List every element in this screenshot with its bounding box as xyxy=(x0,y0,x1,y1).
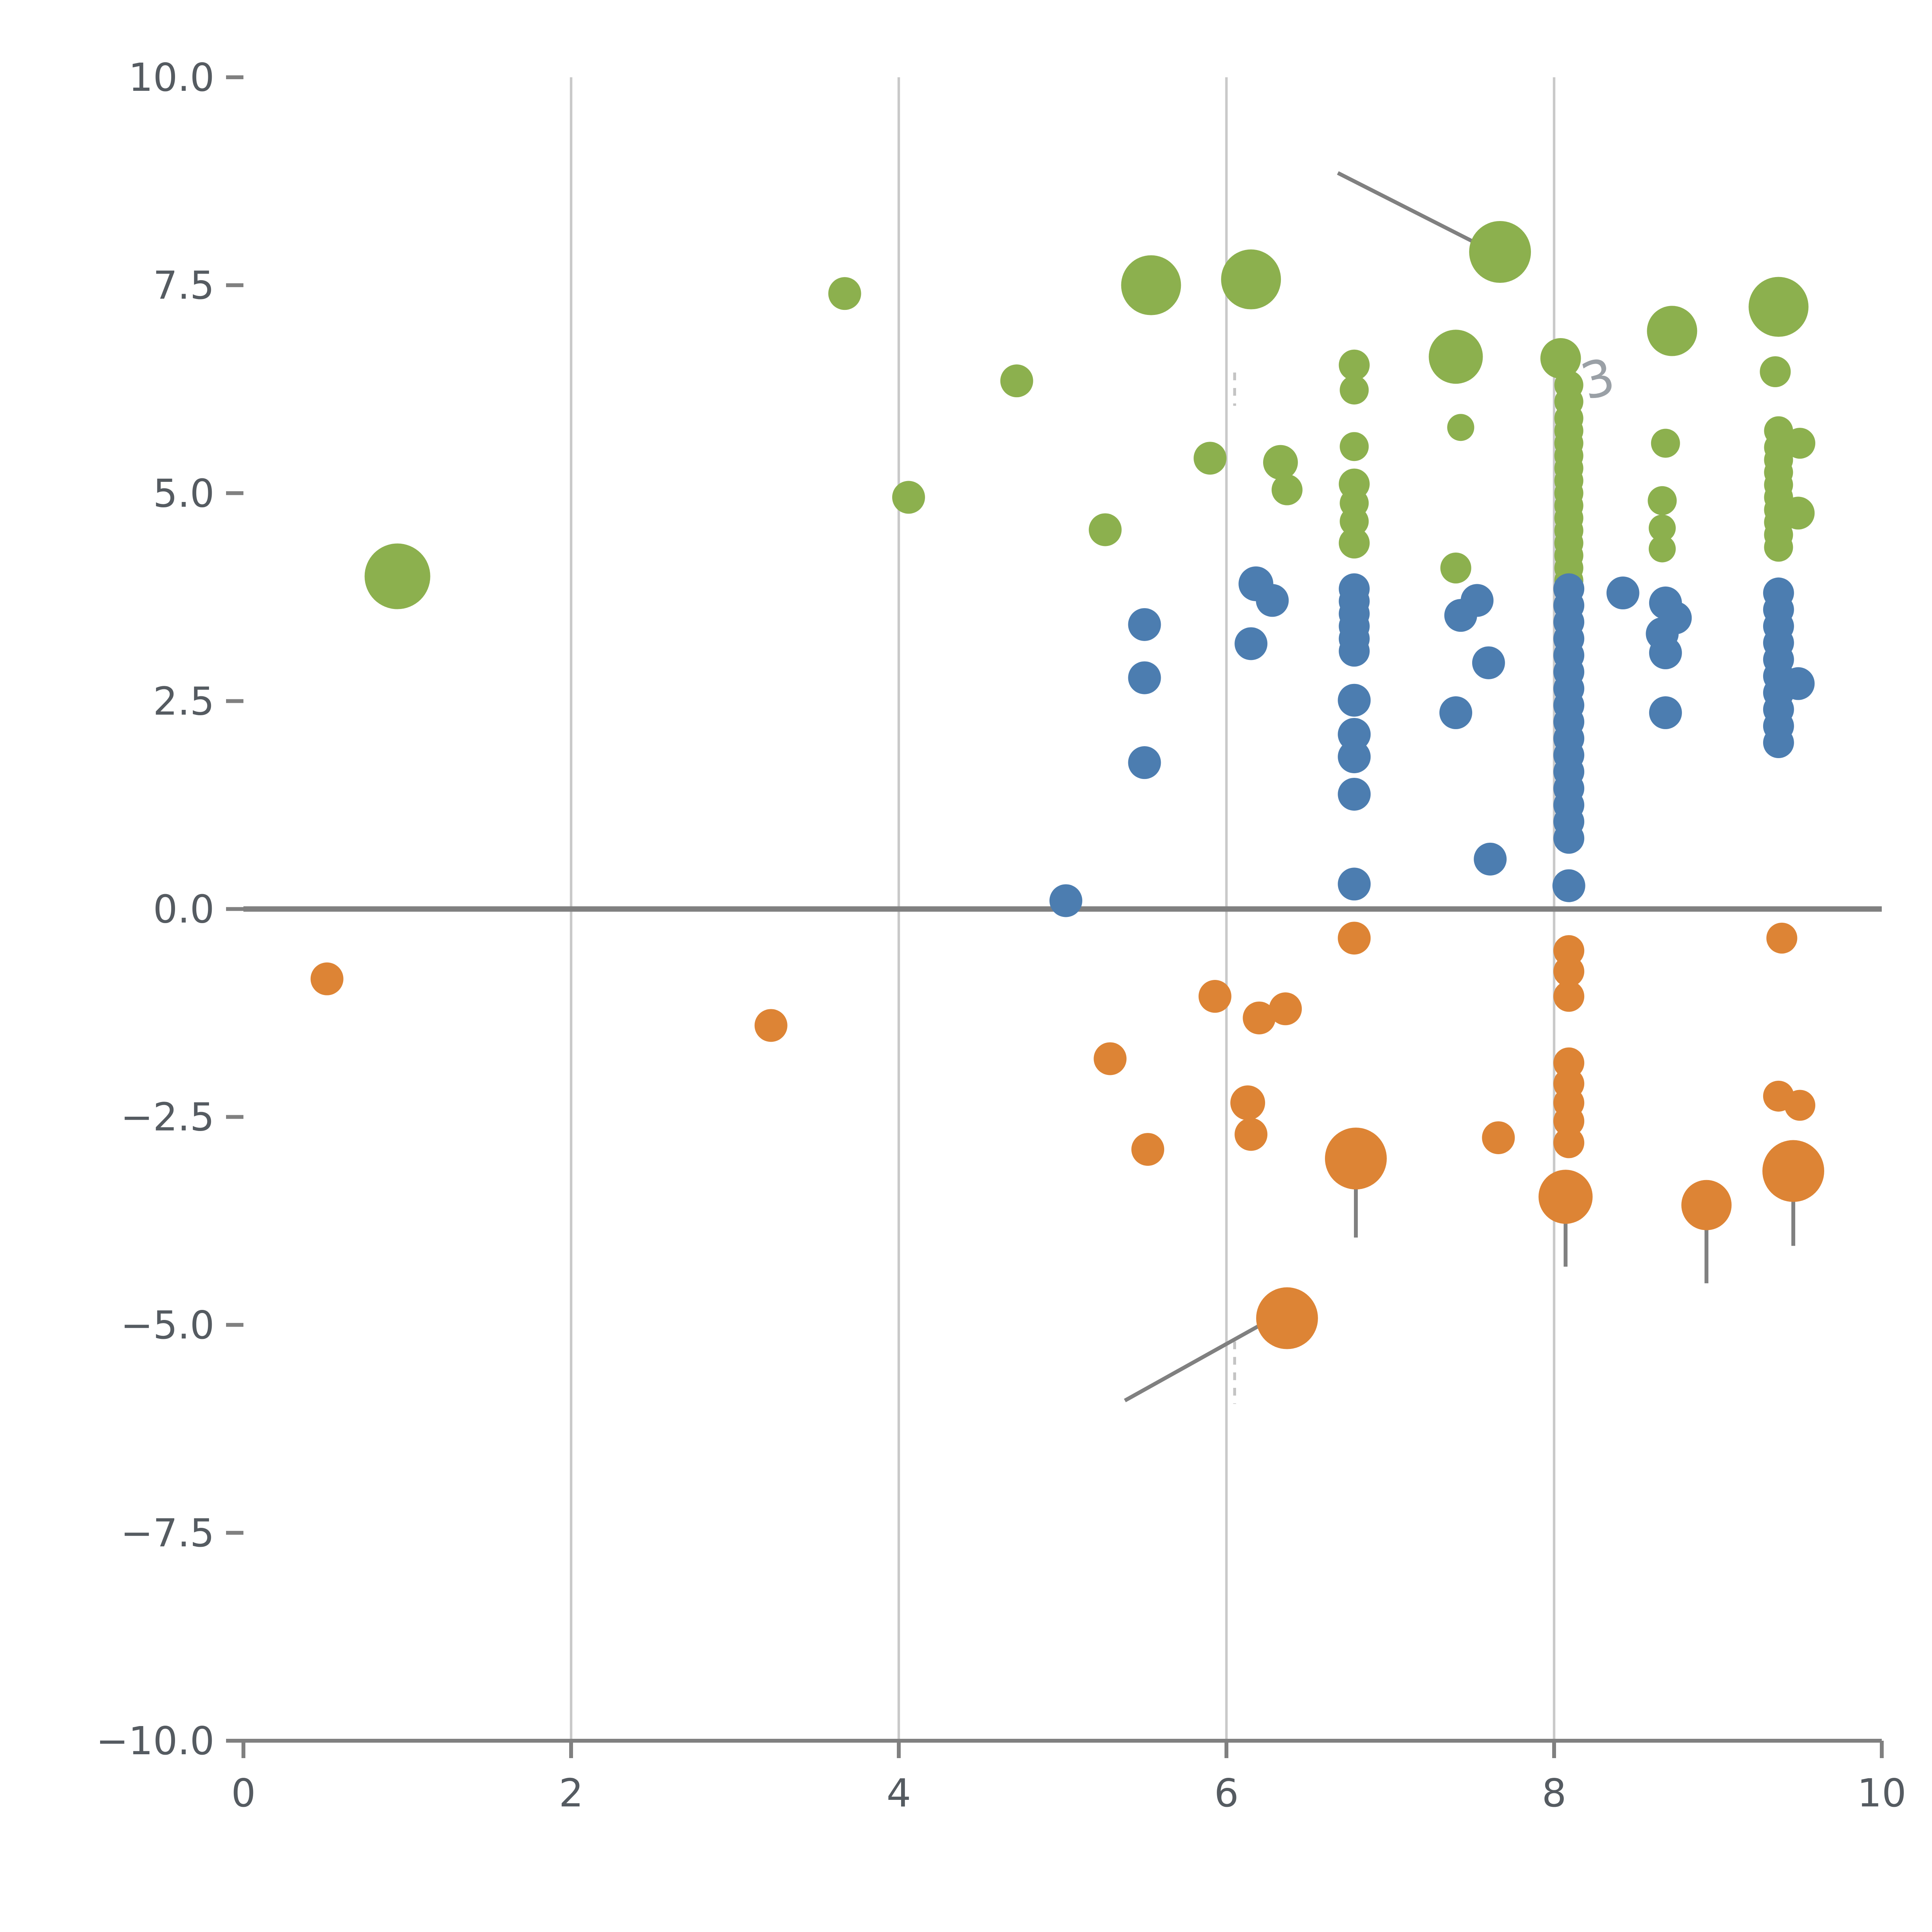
green-cluster-point xyxy=(1429,330,1483,384)
green-cluster-point xyxy=(1648,514,1676,542)
orange-cluster-point xyxy=(1131,1133,1164,1166)
blue-cluster-point xyxy=(1439,696,1473,730)
green-cluster-point xyxy=(1340,432,1369,461)
orange-cluster-point xyxy=(1553,956,1585,987)
orange-cluster-point xyxy=(1538,1170,1593,1224)
blue-cluster-point xyxy=(1128,746,1161,779)
orange-cluster-point xyxy=(1325,1128,1387,1190)
blue-cluster-point xyxy=(1553,823,1585,854)
orange-cluster-point xyxy=(1553,1127,1585,1158)
blue-cluster-point xyxy=(1461,584,1494,617)
green-cluster-point xyxy=(1121,255,1181,315)
orange-cluster-point xyxy=(1553,981,1585,1012)
green-cluster-point xyxy=(892,481,925,514)
blue-cluster-point xyxy=(1128,608,1161,641)
blue-cluster-point xyxy=(1338,740,1371,774)
orange-cluster-point xyxy=(1198,980,1231,1013)
green-cluster-point xyxy=(1540,338,1581,379)
y-tick-label: −7.5 xyxy=(121,1510,214,1556)
green-cluster-point xyxy=(1648,535,1676,563)
orange-cluster-point xyxy=(1553,1105,1585,1137)
green-cluster-point xyxy=(1338,349,1370,381)
x-tick-label: 10 xyxy=(1857,1770,1906,1816)
y-tick-label: −10.0 xyxy=(96,1718,214,1764)
orange-cluster-point xyxy=(1230,1085,1265,1121)
y-tick-label: 0.0 xyxy=(153,887,214,932)
blue-cluster-point xyxy=(1049,884,1082,917)
blue-cluster-point xyxy=(1474,842,1507,876)
blue-cluster-point xyxy=(1649,636,1682,670)
green-cluster-point xyxy=(1760,356,1791,387)
green-cluster-point xyxy=(1000,364,1033,398)
green-cluster-point xyxy=(1648,486,1677,515)
blue-cluster-point xyxy=(1338,867,1371,901)
green-cluster-point xyxy=(1340,507,1369,536)
blue-cluster-point xyxy=(1472,646,1505,679)
green-cluster-point xyxy=(364,543,430,609)
orange-cluster-point xyxy=(1269,992,1302,1026)
blue-cluster-point xyxy=(1128,661,1161,694)
orange-cluster-point xyxy=(1681,1180,1732,1230)
orange-cluster-point xyxy=(1243,1001,1276,1034)
orange-cluster-point xyxy=(1784,1090,1815,1121)
green-cluster-point xyxy=(828,277,861,310)
green-cluster-point xyxy=(1447,414,1475,441)
y-tick-label: 5.0 xyxy=(153,471,214,516)
blue-cluster-point xyxy=(1782,667,1815,700)
green-cluster-point xyxy=(1340,375,1369,405)
orange-cluster-point xyxy=(1338,922,1371,955)
green-cluster-point xyxy=(1647,306,1697,356)
blue-cluster-point xyxy=(1338,636,1370,667)
y-tick-label: 7.5 xyxy=(153,263,214,308)
green-cluster-point xyxy=(1782,497,1815,530)
y-tick-label: 2.5 xyxy=(153,679,214,724)
x-tick-label: 2 xyxy=(559,1770,583,1816)
x-tick-label: 8 xyxy=(1542,1770,1566,1816)
green-cluster-point xyxy=(1784,428,1815,459)
blue-cluster-point xyxy=(1606,577,1639,610)
orange-cluster-point xyxy=(310,962,344,995)
orange-cluster-point xyxy=(1256,1287,1318,1349)
annotation-line xyxy=(1337,171,1486,250)
orange-cluster-point xyxy=(754,1009,787,1042)
orange-cluster-point xyxy=(1762,1140,1825,1202)
y-tick-label: 10.0 xyxy=(128,55,214,100)
green-cluster-point xyxy=(1440,552,1471,583)
y-tick-label: −5.0 xyxy=(121,1303,214,1348)
orange-cluster-point xyxy=(1766,922,1798,954)
annotation-line xyxy=(1124,1315,1277,1402)
blue-cluster-point xyxy=(1338,777,1371,811)
y-tick-label: −2.5 xyxy=(121,1095,214,1140)
blue-cluster-point xyxy=(1763,727,1794,758)
green-cluster-point xyxy=(1764,532,1793,562)
green-cluster-point xyxy=(1088,513,1122,546)
blue-cluster-point xyxy=(1649,696,1682,730)
green-cluster-point xyxy=(1271,474,1303,505)
x-tick-label: 0 xyxy=(231,1770,256,1816)
green-cluster-point xyxy=(1221,249,1281,310)
blue-cluster-point xyxy=(1338,718,1371,751)
orange-cluster-point xyxy=(1482,1121,1515,1154)
green-cluster-point xyxy=(1338,527,1370,559)
green-cluster-point xyxy=(1651,429,1680,458)
x-tick-label: 4 xyxy=(886,1770,911,1816)
green-cluster-point xyxy=(1748,277,1809,337)
green-cluster-point xyxy=(1263,445,1298,480)
orange-cluster-point xyxy=(1235,1118,1268,1151)
orange-cluster-point xyxy=(1094,1042,1127,1075)
green-cluster-point xyxy=(1194,442,1227,475)
green-cluster-point xyxy=(1469,221,1531,283)
blue-cluster-point xyxy=(1552,869,1585,902)
blue-cluster-point xyxy=(1235,627,1268,660)
x-tick-label: 6 xyxy=(1214,1770,1239,1816)
blue-cluster-point xyxy=(1256,584,1289,617)
blue-cluster-point xyxy=(1338,684,1371,717)
